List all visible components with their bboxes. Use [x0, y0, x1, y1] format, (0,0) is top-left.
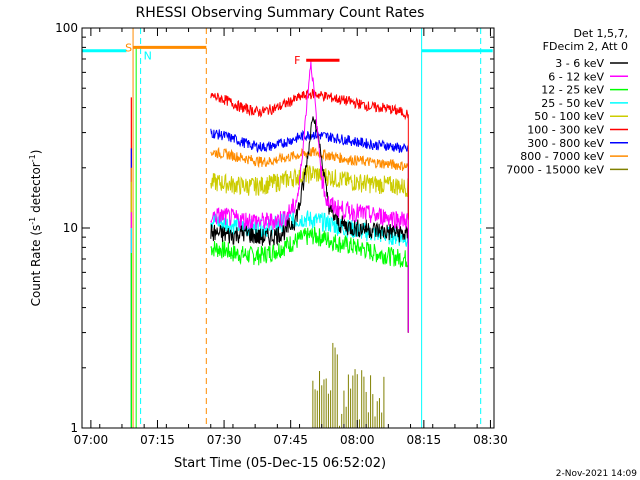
legend-label: 800 - 7000 keV [520, 150, 604, 163]
annotation-S: S [125, 41, 132, 54]
x-tick-label: 07:15 [140, 433, 175, 447]
legend-label: 50 - 100 keV [534, 110, 604, 123]
chart-title: RHESSI Observing Summary Count Rates [136, 5, 425, 21]
series-line [210, 128, 409, 154]
series-line [210, 88, 409, 121]
series-line [210, 226, 408, 268]
x-tick-label: 08:15 [407, 433, 442, 447]
legend-label: 100 - 300 keV [527, 124, 604, 137]
x-axis-label: Start Time (05-Dec-15 06:52:02) [174, 456, 386, 471]
legend-label: 12 - 25 keV [541, 84, 604, 97]
y-tick-label: 10 [63, 221, 78, 235]
series-8 [312, 342, 385, 428]
x-tick-label: 07:30 [207, 433, 242, 447]
x-tick-label: 07:00 [74, 433, 109, 447]
legend-label: 6 - 12 keV [548, 70, 604, 83]
annotation-N: N [144, 49, 152, 62]
legend-label: 3 - 6 keV [555, 57, 604, 70]
legend-label: 7000 - 15000 keV [506, 163, 604, 176]
legend-label: 300 - 800 keV [527, 137, 604, 150]
x-tick-label: 08:30 [473, 433, 508, 447]
plot-area: SN F [82, 28, 493, 428]
x-tick-label: 07:45 [273, 433, 308, 447]
y-axis-label: Count Rate (s-1 detector-1) [28, 150, 43, 307]
legend-header: FDecim 2, Att 0 [543, 40, 628, 53]
y-tick-label: 100 [55, 21, 78, 35]
series-1 [210, 60, 409, 333]
axes: 07:00 07:15 07:30 07:45 08:00 08:15 08:30 1 10 10… [55, 21, 508, 447]
series-line [210, 60, 409, 231]
y-tick-label: 1 [70, 421, 78, 435]
series-line [210, 164, 409, 198]
series-line [210, 210, 409, 247]
series-line [210, 116, 409, 247]
legend-header: Det 1,5,7, [573, 27, 628, 40]
annotation-F: F [294, 54, 300, 67]
legend-label: 25 - 50 keV [541, 97, 604, 110]
footer-date: 2-Nov-2021 14:09 [556, 469, 638, 479]
x-tick-label: 08:00 [340, 433, 375, 447]
